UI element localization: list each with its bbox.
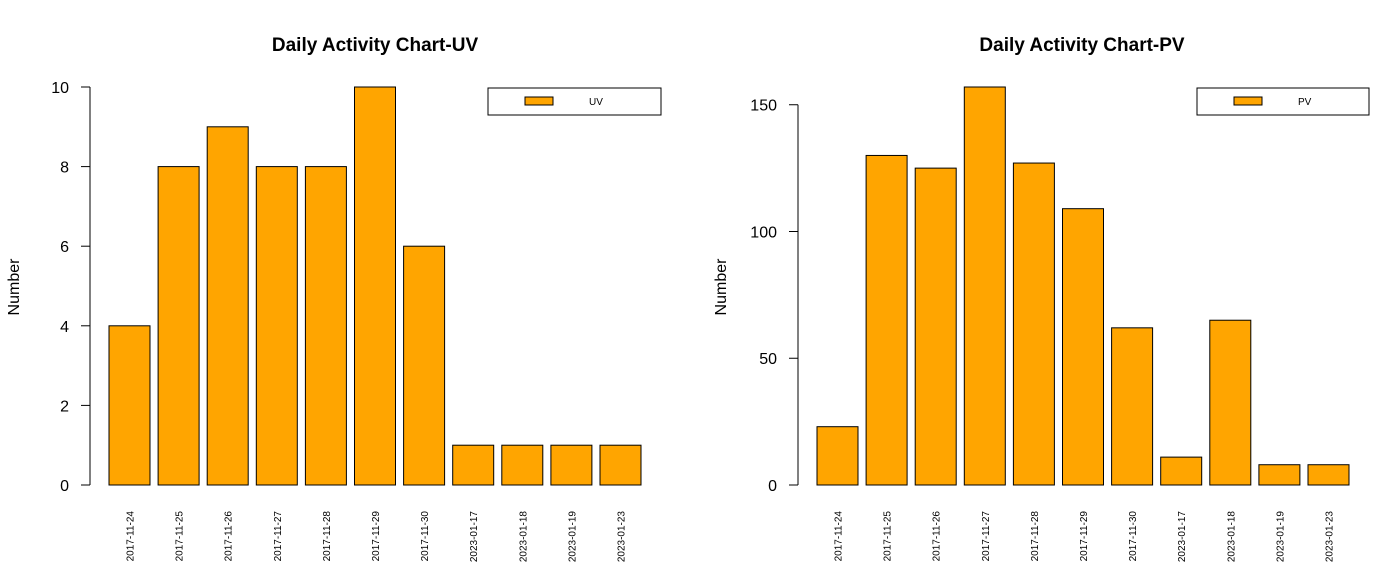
bar bbox=[914, 167, 957, 486]
x-tick-label: 2017-11-26 bbox=[224, 511, 235, 562]
y-axis-label: Number bbox=[713, 258, 730, 316]
uv-chart: Daily Activity Chart-UV Number 0 2 4 6 8 10 20… bbox=[6, 35, 662, 563]
y-tick-label: 150 bbox=[750, 98, 777, 115]
bar bbox=[816, 426, 859, 486]
bar bbox=[865, 154, 908, 486]
bar bbox=[255, 166, 298, 486]
x-tick-label: 2023-01-19 bbox=[567, 511, 578, 563]
legend-box bbox=[487, 87, 662, 116]
y-tick-label: 4 bbox=[60, 319, 69, 336]
bar bbox=[108, 325, 151, 486]
x-tick-label: 2023-01-17 bbox=[1177, 511, 1188, 563]
legend-label: PV bbox=[1298, 97, 1312, 108]
x-tick-label: 2023-01-23 bbox=[1325, 511, 1336, 563]
bar bbox=[304, 166, 347, 486]
x-tick-label: 2023-01-19 bbox=[1275, 511, 1286, 563]
legend-box bbox=[1196, 87, 1370, 116]
bar bbox=[354, 86, 396, 486]
x-tick-label: 2017-11-24 bbox=[126, 511, 137, 562]
x-tick-label: 2017-11-27 bbox=[981, 511, 992, 562]
bar bbox=[452, 444, 495, 486]
y-tick-label: 2 bbox=[60, 398, 69, 415]
legend-swatch bbox=[524, 96, 554, 106]
x-tick-label: 2017-11-28 bbox=[322, 511, 333, 562]
x-tick-label: 2017-11-24 bbox=[834, 511, 845, 562]
bar bbox=[1062, 208, 1104, 486]
x-tick-label: 2017-11-28 bbox=[1030, 511, 1041, 562]
chart-title: Daily Activity Chart-PV bbox=[979, 35, 1185, 56]
bar bbox=[157, 166, 200, 486]
y-tick-label: 0 bbox=[768, 478, 777, 495]
x-tick-label: 2017-11-25 bbox=[175, 511, 186, 562]
bar bbox=[963, 86, 1006, 486]
legend-swatch bbox=[1233, 96, 1263, 106]
bar bbox=[599, 444, 642, 486]
bar bbox=[403, 245, 446, 486]
x-tick-label: 2023-01-18 bbox=[518, 511, 529, 563]
y-tick-label: 6 bbox=[60, 239, 69, 256]
bar bbox=[1160, 456, 1203, 486]
legend-label: UV bbox=[589, 97, 603, 108]
y-axis-label: Number bbox=[6, 258, 23, 316]
x-tick-label: 2017-11-26 bbox=[932, 511, 943, 562]
x-tick-label: 2023-01-23 bbox=[617, 511, 628, 563]
bar bbox=[1258, 464, 1301, 486]
y-tick-label: 10 bbox=[51, 80, 69, 97]
bar bbox=[501, 444, 544, 486]
bar bbox=[1209, 319, 1252, 486]
x-tick-label: 2017-11-25 bbox=[883, 511, 894, 562]
bar bbox=[1012, 162, 1055, 486]
x-tick-label: 2017-11-27 bbox=[273, 511, 284, 562]
bar bbox=[206, 126, 249, 486]
y-tick-label: 8 bbox=[60, 160, 69, 177]
x-tick-label: 2017-11-29 bbox=[1079, 511, 1090, 562]
x-tick-label: 2023-01-18 bbox=[1226, 511, 1237, 563]
x-tick-label: 2017-11-30 bbox=[420, 511, 431, 562]
bar bbox=[550, 444, 593, 486]
chart-title: Daily Activity Chart-UV bbox=[272, 35, 479, 56]
x-tick-label: 2017-11-29 bbox=[371, 511, 382, 562]
y-tick-label: 50 bbox=[759, 351, 777, 368]
y-tick-label: 0 bbox=[60, 478, 69, 495]
y-tick-label: 100 bbox=[750, 224, 777, 241]
x-tick-label: 2017-11-30 bbox=[1128, 511, 1139, 562]
pv-chart: Daily Activity Chart-PV Number 0 50 100 150… bbox=[713, 35, 1370, 563]
x-tick-label: 2023-01-17 bbox=[469, 511, 480, 563]
bar bbox=[1307, 464, 1350, 486]
bar bbox=[1111, 327, 1154, 486]
